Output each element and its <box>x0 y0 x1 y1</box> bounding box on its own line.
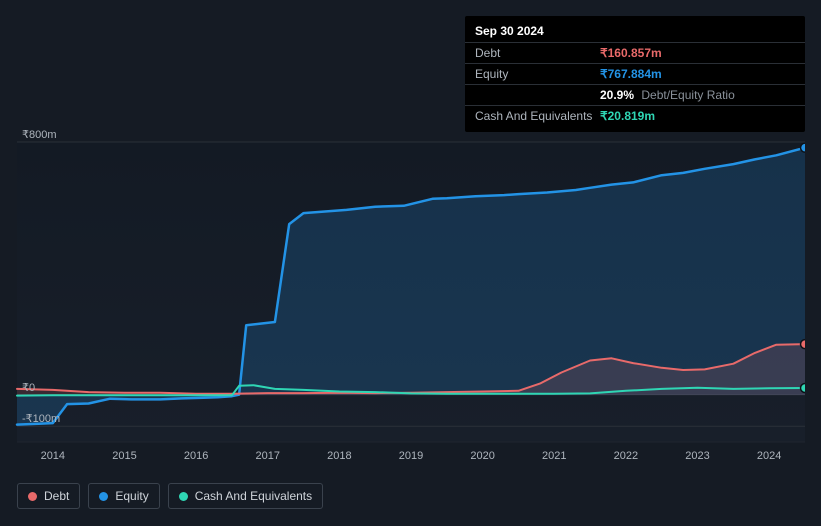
legend-item[interactable]: Debt <box>17 483 80 509</box>
legend-swatch <box>28 492 37 501</box>
legend-item[interactable]: Cash And Equivalents <box>168 483 323 509</box>
legend-label: Cash And Equivalents <box>195 489 312 503</box>
legend-swatch <box>99 492 108 501</box>
y-axis-tick: ₹800m <box>22 128 57 141</box>
x-axis-tick: 2015 <box>112 450 136 462</box>
y-axis-tick: -₹100m <box>22 412 60 425</box>
x-axis-tick: 2022 <box>614 450 638 462</box>
x-axis-tick: 2024 <box>757 450 781 462</box>
x-axis-tick: 2019 <box>399 450 423 462</box>
chart-legend: Debt Equity Cash And Equivalents <box>17 483 323 509</box>
x-axis-tick: 2016 <box>184 450 208 462</box>
x-axis-tick: 2023 <box>685 450 709 462</box>
x-axis-tick: 2021 <box>542 450 566 462</box>
legend-label: Debt <box>44 489 69 503</box>
x-axis-tick: 2018 <box>327 450 351 462</box>
financials-chart <box>0 0 805 444</box>
legend-swatch <box>179 492 188 501</box>
legend-label: Equity <box>115 489 148 503</box>
x-axis-tick: 2014 <box>41 450 65 462</box>
x-axis-tick: 2017 <box>255 450 279 462</box>
legend-item[interactable]: Equity <box>88 483 159 509</box>
x-axis-tick: 2020 <box>470 450 494 462</box>
y-axis-tick: ₹0 <box>22 381 35 394</box>
